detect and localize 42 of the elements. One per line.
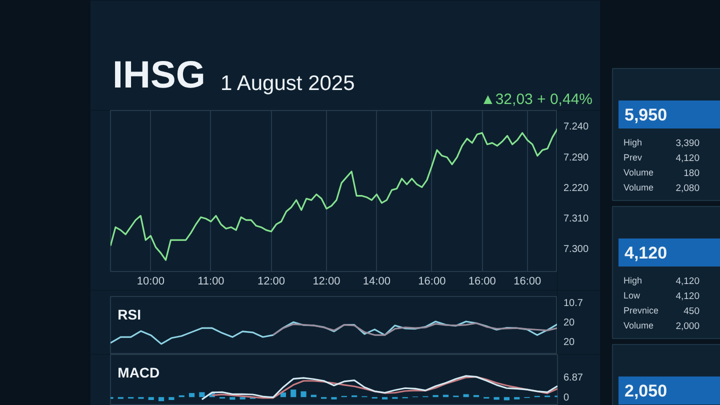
text: 4,120	[624, 244, 668, 262]
text: 4,120	[676, 291, 700, 302]
x-tick-label: 12:00	[312, 276, 340, 288]
text: 2,080	[676, 183, 700, 194]
text: Volume	[624, 320, 654, 330]
chart-title: IHSG	[112, 54, 206, 96]
x-tick-label: 10:00	[136, 276, 164, 288]
x-tick-label: 11:00	[198, 276, 224, 288]
y-tick-label: 0	[564, 392, 570, 404]
text: Volume	[624, 168, 654, 178]
text: Prevnice	[624, 306, 659, 316]
y-tick-label: 6.87	[564, 372, 584, 384]
text: Volume	[624, 182, 654, 192]
text: 4,120	[676, 276, 700, 287]
text: 7.310	[564, 214, 589, 224]
chart-subtitle: 1 August 2025	[220, 72, 355, 95]
x-tick-label: 16:00	[514, 276, 542, 288]
text: 180	[684, 168, 700, 179]
text: 7.300	[564, 244, 589, 256]
text: 3,390	[676, 138, 700, 149]
text: 2.220	[564, 182, 589, 194]
text: 2,050	[624, 382, 668, 400]
text: 2,000	[676, 321, 700, 332]
text: 7.290	[564, 152, 589, 164]
text: Low	[624, 290, 641, 300]
x-tick-label: 16:00	[468, 276, 496, 288]
text: 450	[684, 306, 700, 317]
x-tick-label: 16:00	[418, 276, 446, 288]
text: MACD	[118, 364, 160, 380]
text: High	[624, 276, 642, 286]
text: ▲32,03 + 0,44%	[480, 91, 593, 108]
x-tick-label: 14:00	[362, 276, 390, 288]
text: 20	[564, 337, 576, 348]
text: High	[624, 138, 642, 148]
chart-title: RSI	[118, 306, 141, 322]
text: 20	[564, 318, 576, 328]
text: 7.240	[564, 122, 589, 133]
text: Prev	[624, 152, 643, 162]
text: 10.7	[564, 298, 584, 309]
text: 5,950	[624, 106, 668, 124]
text: 4,120	[676, 153, 700, 164]
x-tick-label: 12:00	[257, 276, 285, 288]
